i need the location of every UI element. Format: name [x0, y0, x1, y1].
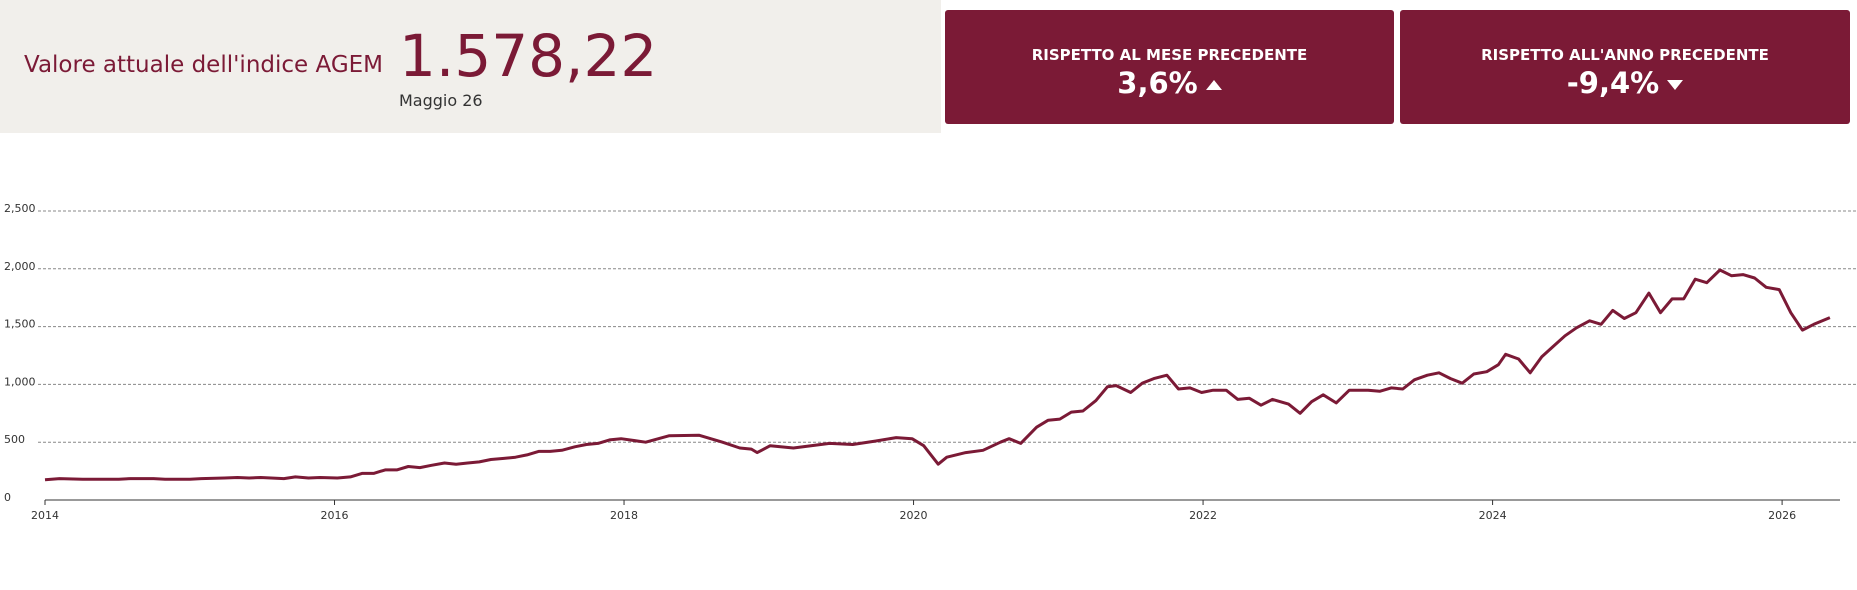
y-tick-label: 2,000	[4, 260, 36, 273]
x-tick-label: 2026	[1768, 509, 1796, 522]
kpi-value: 1.578,22	[399, 22, 658, 90]
header: Valore attuale dell'indice AGEM 1.578,22…	[0, 0, 941, 133]
card-label: RISPETTO ALL'ANNO PRECEDENTE	[1481, 46, 1769, 64]
x-tick-label: 2016	[321, 509, 349, 522]
card: RISPETTO AL MESE PRECEDENTE 3,6%	[945, 10, 1394, 124]
card-value: 3,6%	[1117, 66, 1198, 100]
card: RISPETTO ALL'ANNO PRECEDENTE -9,4%	[1400, 10, 1850, 124]
y-tick-label: 2,500	[4, 202, 36, 215]
x-tick-label: 2024	[1479, 509, 1507, 522]
y-tick-label: 1,000	[4, 375, 36, 388]
y-tick-label: 1,500	[4, 318, 36, 331]
x-tick-label: 2022	[1189, 509, 1217, 522]
arrow-up	[1205, 80, 1222, 90]
card-label: RISPETTO AL MESE PRECEDENTE	[1031, 46, 1308, 64]
card-value: -9,4%	[1566, 66, 1660, 100]
arrow-down	[1667, 80, 1684, 90]
y-tick-label: 500	[4, 433, 25, 446]
card-value-row: 3,6%	[945, 66, 1394, 100]
x-tick-label: 2014	[31, 509, 59, 522]
kpi-date: Maggio 26	[399, 91, 483, 110]
x-tick-label: 2020	[900, 509, 928, 522]
card-value-row: -9,4%	[1400, 66, 1850, 100]
line	[44, 268, 1831, 482]
kpi-label: Valore attuale dell'indice AGEM	[24, 52, 384, 78]
y-tick-label: 0	[4, 491, 11, 504]
x-tick-label: 2018	[610, 509, 638, 522]
